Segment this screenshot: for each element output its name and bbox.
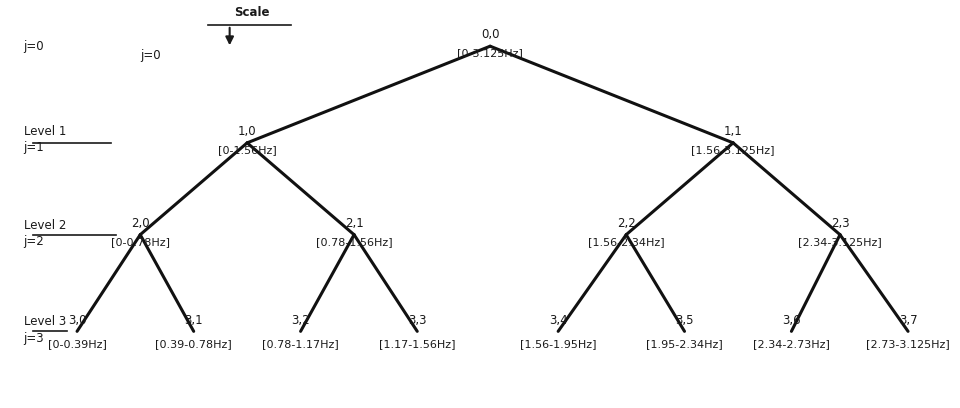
- Text: [1.56-2.34Hz]: [1.56-2.34Hz]: [588, 237, 664, 246]
- Text: [0.78-1.56Hz]: [0.78-1.56Hz]: [316, 237, 393, 246]
- Text: [0-1.56Hz]: [0-1.56Hz]: [218, 145, 276, 155]
- Text: [2.34-2.73Hz]: [2.34-2.73Hz]: [753, 339, 829, 349]
- Text: Level 1: Level 1: [24, 125, 66, 138]
- Text: 1,1: 1,1: [724, 125, 742, 138]
- Text: 0,0: 0,0: [481, 29, 499, 41]
- Text: 2,2: 2,2: [617, 217, 636, 230]
- Text: 3,0: 3,0: [68, 313, 86, 326]
- Text: [0-3.125Hz]: [0-3.125Hz]: [457, 48, 523, 58]
- Text: j=0: j=0: [24, 40, 44, 53]
- Text: 3,7: 3,7: [899, 313, 918, 326]
- Text: j=2: j=2: [24, 235, 44, 248]
- Text: Level 2: Level 2: [24, 219, 66, 231]
- Text: [0.39-0.78Hz]: [0.39-0.78Hz]: [156, 339, 232, 349]
- Text: Scale: Scale: [234, 6, 270, 19]
- Text: [1.95-2.34Hz]: [1.95-2.34Hz]: [646, 339, 723, 349]
- Text: 2,0: 2,0: [131, 217, 150, 230]
- Text: j=3: j=3: [24, 332, 44, 345]
- Text: [1.56-1.95Hz]: [1.56-1.95Hz]: [520, 339, 596, 349]
- Text: 3,6: 3,6: [782, 313, 801, 326]
- Text: 3,1: 3,1: [184, 313, 203, 326]
- Text: [1.56-3.125Hz]: [1.56-3.125Hz]: [691, 145, 775, 155]
- Text: j=0: j=0: [140, 49, 161, 62]
- Text: [2.34-3.125Hz]: [2.34-3.125Hz]: [798, 237, 882, 246]
- Text: 1,0: 1,0: [238, 125, 256, 138]
- Text: 2,3: 2,3: [830, 217, 850, 230]
- Text: j=1: j=1: [24, 141, 44, 154]
- Text: Level 3: Level 3: [24, 315, 66, 328]
- Text: 3,3: 3,3: [408, 313, 426, 326]
- Text: [0-0.78Hz]: [0-0.78Hz]: [110, 237, 170, 246]
- Text: [0-0.39Hz]: [0-0.39Hz]: [48, 339, 107, 349]
- Text: [2.73-3.125Hz]: [2.73-3.125Hz]: [866, 339, 950, 349]
- Text: 3,4: 3,4: [549, 313, 567, 326]
- Text: 2,1: 2,1: [345, 217, 364, 230]
- Text: 3,5: 3,5: [675, 313, 694, 326]
- Text: [1.17-1.56Hz]: [1.17-1.56Hz]: [379, 339, 455, 349]
- Text: 3,2: 3,2: [291, 313, 310, 326]
- Text: [0.78-1.17Hz]: [0.78-1.17Hz]: [262, 339, 339, 349]
